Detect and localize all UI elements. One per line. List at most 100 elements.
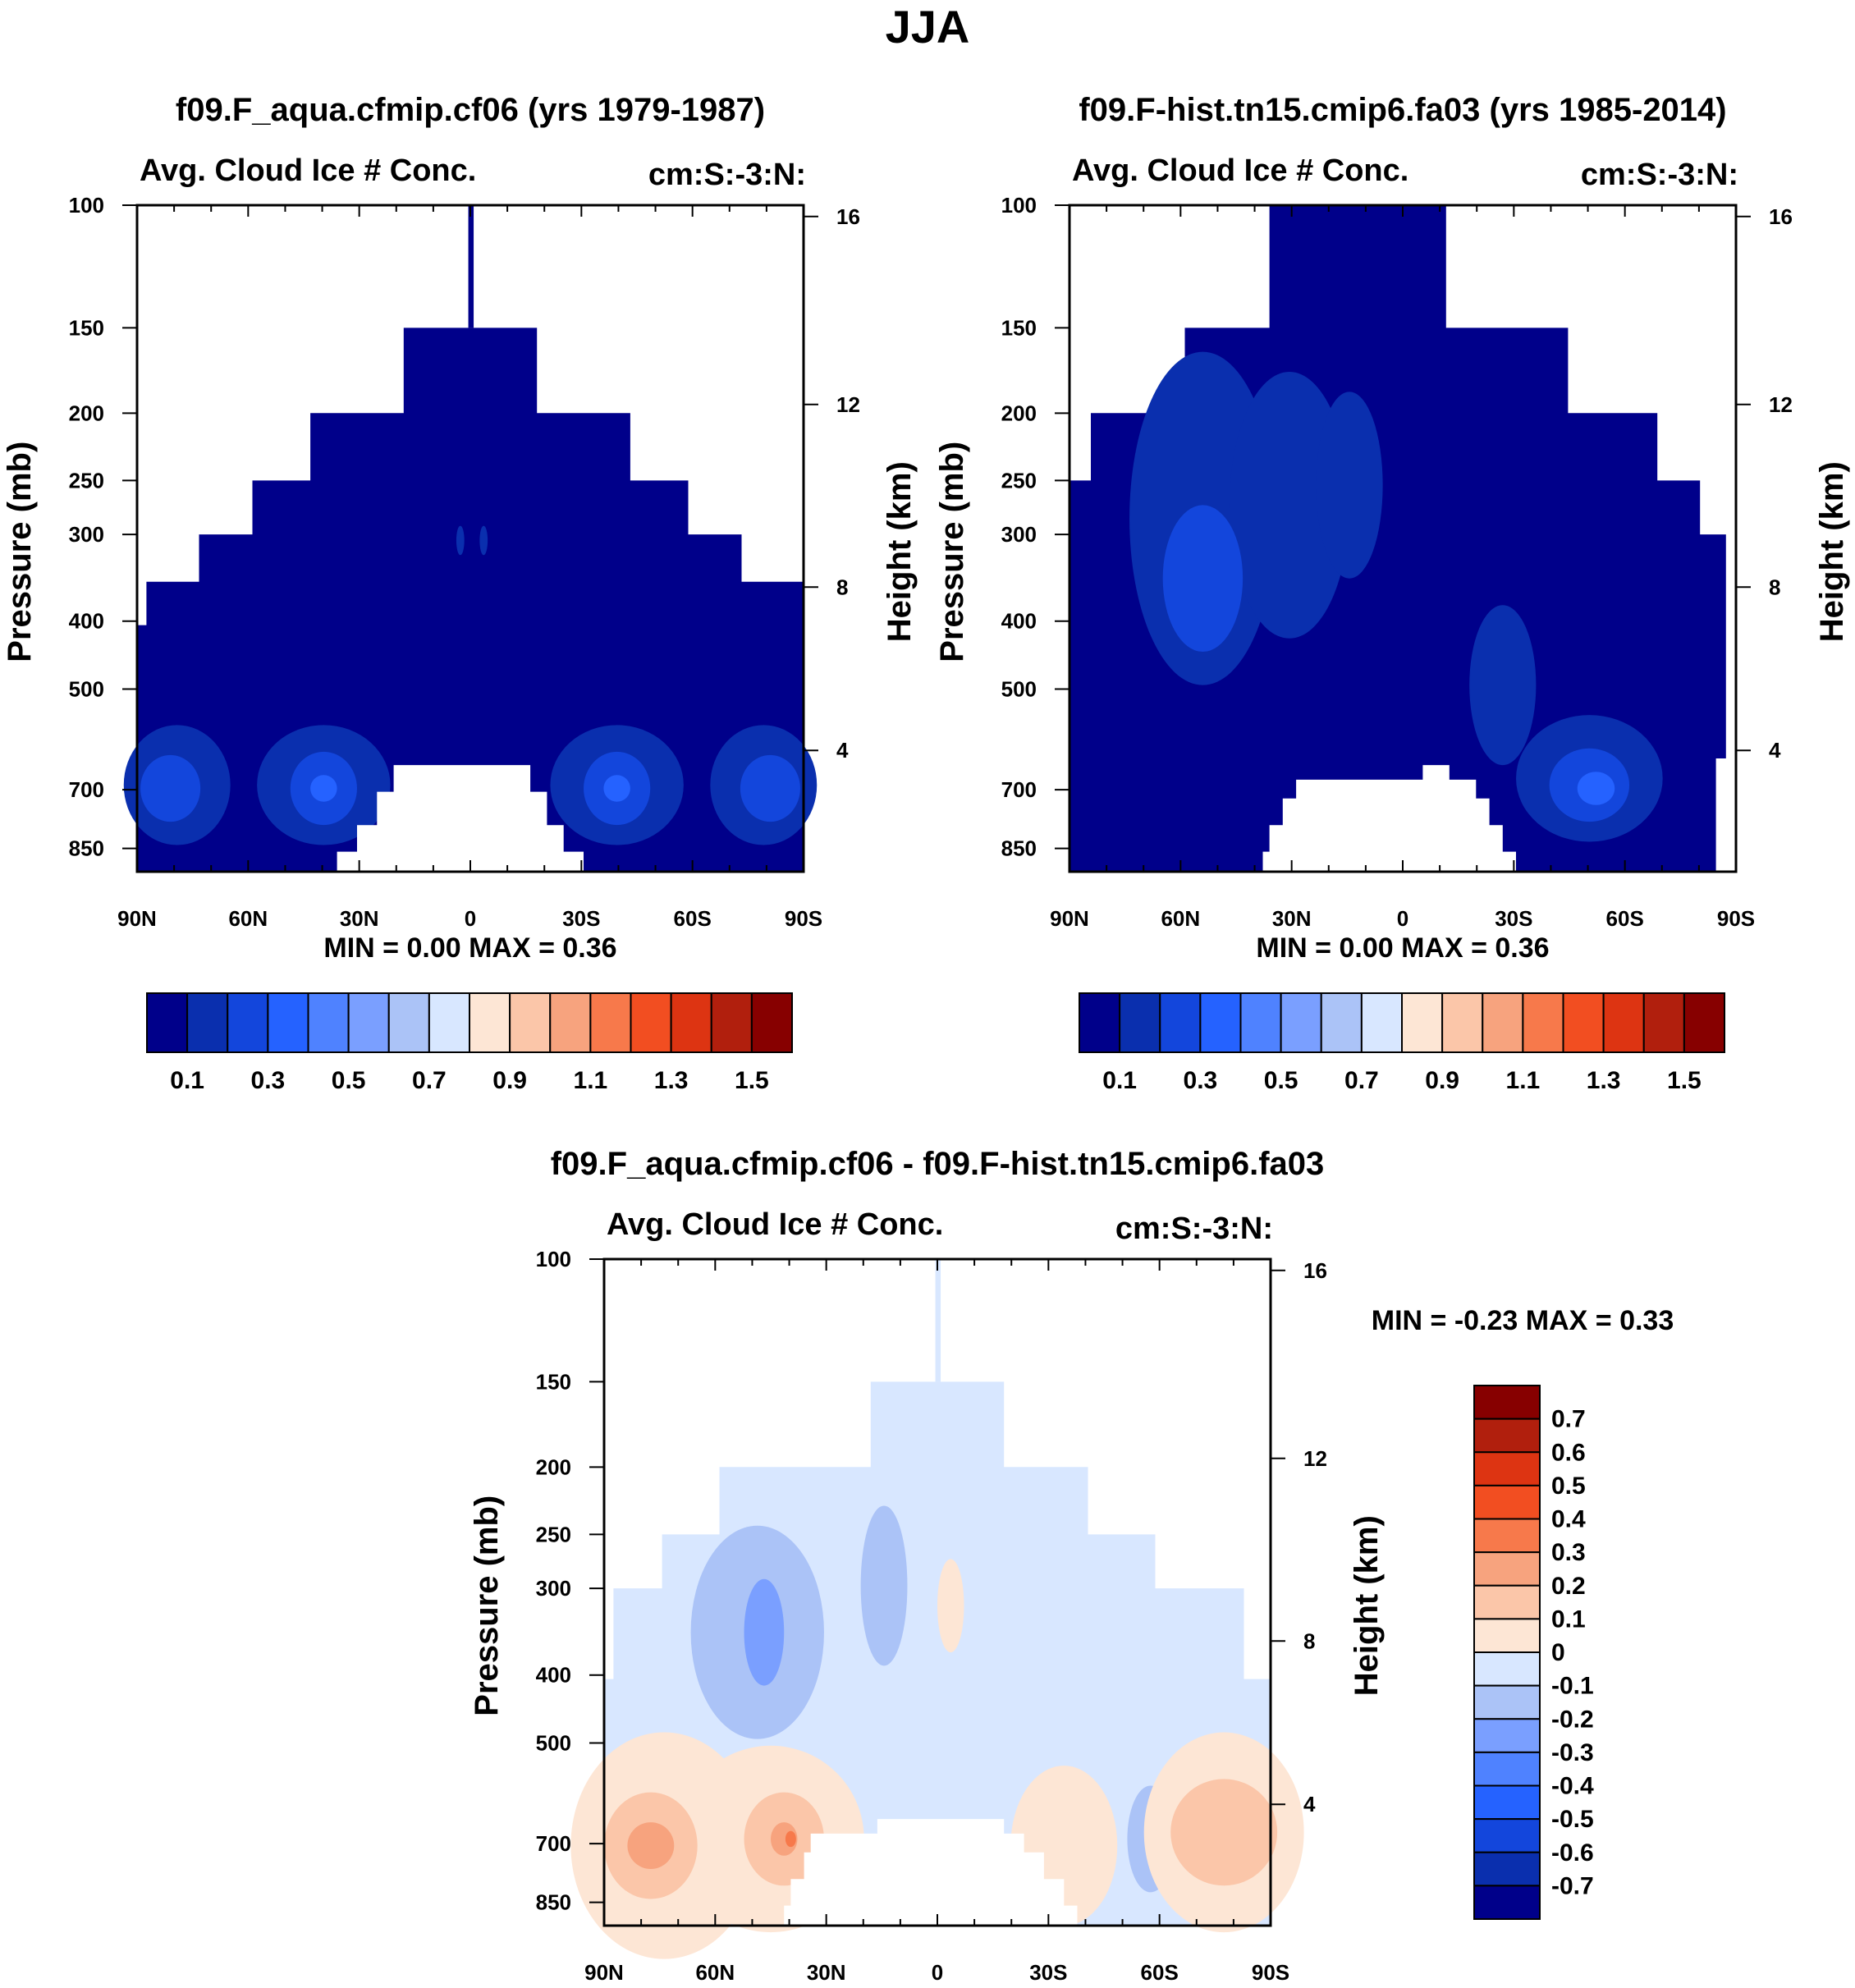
y-tick-label: 100 [536, 1247, 571, 1271]
y2-tick-label: 12 [836, 392, 860, 417]
y2-tick-label: 12 [1769, 392, 1793, 417]
y-axis-title: Pressure (mb) [934, 442, 970, 662]
y-tick-label: 850 [1001, 836, 1037, 861]
x-tick-label: 90N [1050, 906, 1089, 931]
y-tick-label: 200 [69, 401, 104, 425]
x-tick-label: 90S [785, 906, 822, 931]
field-contour-pos3 [627, 1822, 675, 1869]
colorbar-box [307, 992, 350, 1053]
y-tick-label: 100 [69, 193, 104, 218]
y-axis-title: Pressure (mb) [2, 442, 38, 662]
y2-tick-label: 8 [836, 575, 848, 599]
colorbar-box [1473, 1584, 1541, 1620]
y-tick-label: 150 [536, 1369, 571, 1394]
y-tick-label: 400 [1001, 609, 1037, 634]
y-tick-label: 500 [1001, 677, 1037, 702]
colorbar-box [1473, 1818, 1541, 1853]
y-tick-label: 500 [536, 1731, 571, 1756]
colorbar-box [1473, 1618, 1541, 1653]
y2-tick-label: 12 [1303, 1446, 1327, 1471]
colorbar-box [1159, 992, 1202, 1053]
x-tick-label: 60N [228, 906, 268, 931]
colorbar-box [630, 992, 672, 1053]
missing-data [1262, 765, 1516, 872]
colorbar-box [146, 992, 189, 1053]
colorbar-box [1473, 1518, 1541, 1554]
y-tick-label: 850 [536, 1890, 571, 1915]
y-axis-title: Pressure (mb) [469, 1496, 505, 1716]
x-tick-label: 90S [1252, 1960, 1289, 1984]
colorbar-label: 1.3 [1587, 1067, 1621, 1094]
colorbar-label: 0.2 [1551, 1573, 1586, 1600]
colorbar-box [1360, 992, 1403, 1053]
colorbar-box [1473, 1751, 1541, 1787]
colorbar-box [549, 992, 592, 1053]
colorbar-label: 0.5 [1551, 1473, 1586, 1500]
field-contour-1 [479, 525, 488, 556]
y-tick-label: 200 [536, 1454, 571, 1479]
panel-difference: f09.F_aqua.cfmip.cf06 - f09.F-hist.tn15.… [469, 1146, 1674, 1985]
colorbar-label: -0.7 [1551, 1872, 1594, 1899]
panel-title: f09.F_aqua.cfmip.cf06 - f09.F-hist.tn15.… [551, 1146, 1325, 1182]
y-tick-label: 150 [69, 315, 104, 340]
colorbar-box [750, 992, 793, 1053]
colorbar-box [509, 992, 552, 1053]
x-tick-label: 30S [562, 906, 600, 931]
panel-model-b: f09.F-hist.tn15.cmip6.fa03 (yrs 1985-201… [934, 92, 1850, 1094]
colorbar-box [1473, 1451, 1541, 1486]
colorbar-label: 1.1 [574, 1067, 608, 1094]
x-tick-label: 30S [1029, 1960, 1067, 1984]
x-tick-label: 0 [465, 906, 476, 931]
field-contour-1 [1229, 372, 1350, 639]
y-tick-label: 250 [69, 468, 104, 492]
colorbar-box [1602, 992, 1645, 1053]
colorbar-box [387, 992, 430, 1053]
field-contour-3 [1577, 772, 1615, 805]
y2-tick-label: 16 [836, 204, 860, 229]
y2-axis-title: Height (km) [1349, 1515, 1385, 1696]
field-contour-neg1 [860, 1505, 908, 1666]
colorbar-box [1522, 992, 1564, 1053]
field-contour-2 [740, 754, 800, 822]
x-tick-label: 90N [584, 1960, 624, 1984]
colorbar-label: 1.5 [1667, 1067, 1702, 1094]
min-max-label: MIN = -0.23 MAX = 0.33 [1372, 1305, 1674, 1336]
y-tick-label: 250 [536, 1522, 571, 1546]
field-contour-pos4 [785, 1830, 796, 1848]
field-contour-2 [140, 754, 201, 822]
colorbar-label: -0.5 [1551, 1806, 1594, 1833]
missing-data [337, 765, 584, 872]
y-tick-label: 700 [1001, 777, 1037, 802]
colorbar-box [1473, 1385, 1541, 1420]
y-tick-label: 200 [1001, 401, 1037, 425]
y-tick-label: 400 [536, 1663, 571, 1688]
colorbar-box [267, 992, 309, 1053]
colorbar-label: 0.5 [1264, 1067, 1298, 1094]
colorbar-label: 0.1 [1102, 1067, 1137, 1094]
colorbar-box [469, 992, 511, 1053]
colorbar-label: 0.5 [332, 1067, 366, 1094]
colorbar-label: 0 [1551, 1639, 1565, 1666]
field-contour-3 [310, 775, 337, 802]
colorbar-label: 0.1 [170, 1067, 204, 1094]
page-title: JJA [886, 1, 970, 53]
colorbar-box [1199, 992, 1242, 1053]
x-tick-label: 60N [1161, 906, 1200, 931]
colorbar-label: -0.4 [1551, 1773, 1594, 1800]
colorbar-box [589, 992, 632, 1053]
field-contour-2 [1162, 505, 1244, 653]
field-contour-1 [456, 525, 465, 556]
colorbar-box [1683, 992, 1725, 1053]
right-string: cm:S:-3:N: [648, 158, 806, 192]
panel-model-a: f09.F_aqua.cfmip.cf06 (yrs 1979-1987) 90N… [2, 92, 918, 1094]
x-tick-label: 0 [932, 1960, 943, 1984]
panel-title: f09.F_aqua.cfmip.cf06 (yrs 1979-1987) [176, 92, 765, 128]
x-tick-label: 30N [1272, 906, 1312, 931]
panel-title: f09.F-hist.tn15.cmip6.fa03 (yrs 1985-201… [1079, 92, 1726, 128]
colorbar-label: 0.1 [1551, 1606, 1586, 1633]
colorbar-box [1473, 1718, 1541, 1753]
colorbar-label: 0.4 [1551, 1506, 1586, 1533]
colorbar-label: -0.3 [1551, 1739, 1594, 1766]
x-tick-label: 90N [117, 906, 157, 931]
x-tick-label: 0 [1397, 906, 1408, 931]
